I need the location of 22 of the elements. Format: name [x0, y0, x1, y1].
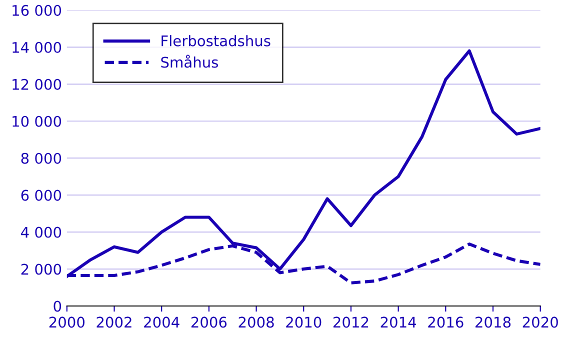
x-tick-label: 2010: [286, 316, 322, 328]
y-tick-label: 10 000: [12, 116, 62, 127]
x-tick-label: 2016: [428, 316, 464, 328]
x-tick-label: 2006: [191, 316, 227, 328]
y-tick-label: 14 000: [12, 42, 62, 53]
x-tick-label: 2018: [476, 316, 511, 328]
y-tick-label: 12 000: [12, 78, 62, 90]
x-tick-label: 2008: [238, 316, 274, 328]
y-tick-label: 4 000: [21, 226, 62, 238]
x-tick-label: 2012: [333, 316, 368, 328]
y-tick-label: 0: [54, 300, 62, 312]
legend-label: Småhus: [161, 54, 218, 68]
y-tick-label: 16 000: [12, 4, 62, 16]
x-tick-label: 2004: [144, 316, 180, 328]
x-tick-label: 2002: [96, 316, 132, 328]
y-tick-label: 6 000: [21, 190, 62, 201]
legend-label: Flerbostadshus: [162, 35, 270, 46]
y-tick-label: 8 000: [21, 152, 62, 164]
x-tick-label: 2020: [522, 316, 558, 328]
x-tick-label: 2000: [49, 316, 84, 328]
x-tick-label: 2014: [380, 316, 416, 328]
y-tick-label: 2 000: [21, 264, 62, 275]
